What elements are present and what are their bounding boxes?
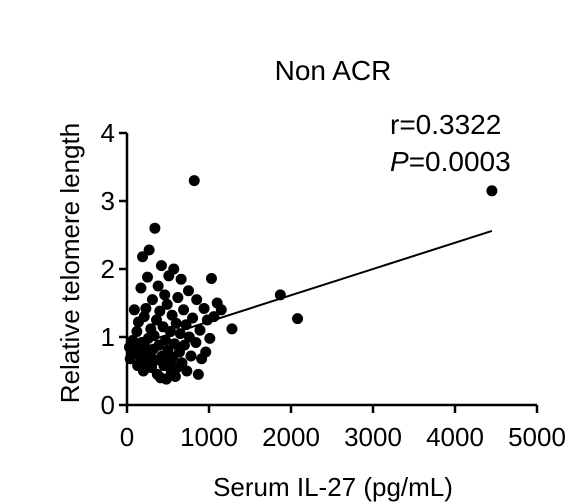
data-point bbox=[191, 294, 203, 306]
data-point bbox=[149, 222, 161, 234]
correlation-annotation: r=0.3322 P=0.0003 bbox=[390, 109, 511, 177]
data-point bbox=[135, 282, 147, 294]
data-point bbox=[187, 312, 199, 324]
data-point bbox=[200, 346, 212, 358]
data-point bbox=[128, 304, 140, 316]
data-point bbox=[176, 357, 188, 369]
trendline-group bbox=[134, 229, 493, 347]
data-point bbox=[174, 328, 186, 340]
data-point bbox=[274, 289, 286, 301]
data-point bbox=[134, 350, 146, 362]
data-point bbox=[178, 304, 190, 316]
data-point bbox=[208, 311, 220, 323]
x-tick-label: 2000 bbox=[262, 422, 320, 452]
data-point bbox=[198, 302, 210, 314]
p-value-text: P=0.0003 bbox=[390, 146, 511, 177]
p-value-number: =0.0003 bbox=[409, 146, 511, 177]
data-point bbox=[152, 280, 164, 292]
data-point bbox=[215, 304, 227, 316]
data-point bbox=[180, 319, 192, 331]
data-point bbox=[183, 285, 194, 297]
data-points bbox=[123, 175, 498, 385]
y-tick-label: 1 bbox=[101, 322, 115, 352]
data-point bbox=[169, 338, 181, 350]
y-tick-label: 3 bbox=[101, 186, 115, 216]
p-value-label: P bbox=[390, 146, 409, 177]
data-point bbox=[164, 326, 176, 338]
axis-ticks: 0 1 2 3 4 0 1000 2000 3000 4000 5000 bbox=[101, 118, 566, 452]
regression-line bbox=[134, 229, 493, 347]
x-tick-label: 5000 bbox=[508, 422, 566, 452]
data-point bbox=[172, 292, 184, 304]
y-tick-label: 4 bbox=[101, 118, 115, 148]
data-point bbox=[155, 260, 167, 272]
x-tick-label: 1000 bbox=[180, 422, 238, 452]
x-tick-label: 0 bbox=[120, 422, 134, 452]
data-point bbox=[159, 289, 171, 301]
data-point bbox=[190, 336, 202, 348]
data-point bbox=[486, 185, 498, 197]
y-tick-label: 2 bbox=[101, 254, 115, 284]
data-point bbox=[205, 273, 217, 285]
data-point bbox=[137, 251, 149, 263]
y-tick-label: 0 bbox=[101, 390, 115, 420]
data-point bbox=[192, 368, 204, 380]
data-point bbox=[175, 273, 187, 285]
y-axis-label: Relative telomere length bbox=[55, 123, 85, 403]
data-point bbox=[292, 313, 304, 325]
data-point bbox=[143, 244, 155, 256]
x-tick-label: 3000 bbox=[344, 422, 402, 452]
data-point bbox=[161, 298, 173, 310]
chart-title: Non ACR bbox=[275, 55, 392, 86]
data-point bbox=[194, 324, 206, 336]
data-point bbox=[151, 314, 163, 326]
data-point bbox=[127, 334, 139, 346]
data-point bbox=[181, 365, 193, 377]
x-tick-label: 4000 bbox=[426, 422, 484, 452]
data-point bbox=[154, 305, 166, 317]
r-value-text: r=0.3322 bbox=[390, 109, 501, 140]
data-point bbox=[166, 309, 178, 321]
data-point bbox=[148, 330, 160, 342]
data-point bbox=[131, 326, 143, 338]
data-point bbox=[142, 271, 153, 283]
data-point bbox=[138, 311, 150, 323]
x-axis-label: Serum IL-27 (pg/mL) bbox=[213, 472, 453, 502]
data-point bbox=[168, 263, 180, 275]
data-point bbox=[204, 332, 216, 344]
data-point bbox=[170, 317, 182, 329]
data-point bbox=[178, 339, 190, 351]
data-point bbox=[169, 370, 181, 382]
data-point bbox=[185, 350, 197, 362]
data-point bbox=[226, 323, 238, 335]
data-point bbox=[146, 294, 158, 306]
data-point bbox=[160, 334, 172, 346]
data-point bbox=[188, 175, 200, 187]
data-point bbox=[140, 302, 152, 314]
